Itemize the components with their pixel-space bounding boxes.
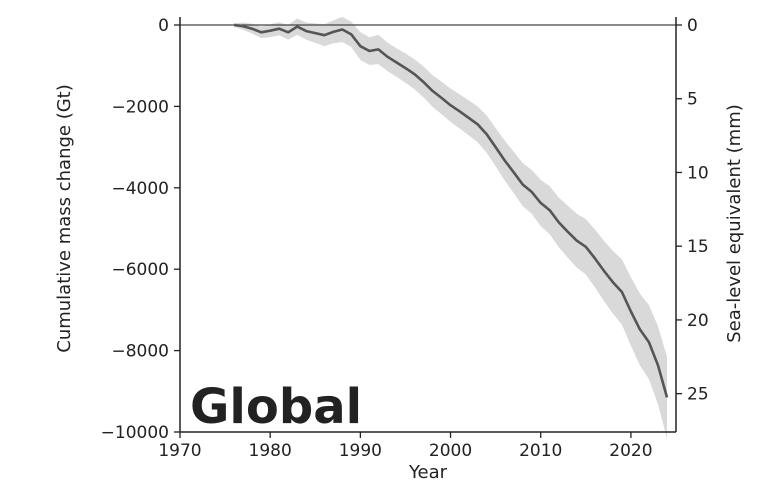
cumulative-mass-change-line: [233, 23, 669, 398]
x-tick-label: 1980: [249, 441, 292, 461]
y-tick-label: −2000: [111, 97, 169, 117]
axes: [179, 17, 677, 433]
y-tick-label: 0: [158, 16, 169, 36]
x-tick-label: 1990: [339, 441, 382, 461]
plot-area: [180, 16, 676, 439]
y-right-tick-label: 20: [687, 311, 709, 331]
x-tick-label: 2000: [429, 441, 472, 461]
x-axis-title: Year: [408, 462, 448, 480]
y-right-tick-label: 15: [687, 237, 709, 257]
y-right-tick-label: 5: [687, 90, 698, 110]
y-tick-label: −6000: [111, 260, 169, 280]
panel-label: Global: [190, 379, 362, 435]
y-tick-label: −8000: [111, 342, 169, 362]
y-right-tick-label: 25: [687, 385, 709, 405]
x-tick-label: 2010: [519, 441, 562, 461]
y-axis-right-title: Sea-level equivalent (mm): [724, 104, 745, 343]
ticks: 0 −2000 −4000 −6000 −8000 −10000 0 5 10 15 20 25 197…: [101, 16, 709, 461]
y-right-tick-label: 0: [687, 16, 698, 36]
uncertainty-band: [234, 16, 667, 439]
y-right-tick-label: 10: [687, 163, 709, 183]
y-axis-title: Cumulative mass change (Gt): [54, 84, 75, 353]
y-tick-label: −4000: [111, 179, 169, 199]
y-tick-label: −10000: [101, 423, 169, 443]
x-tick-label: 1970: [158, 441, 201, 461]
x-tick-label: 2020: [609, 441, 652, 461]
